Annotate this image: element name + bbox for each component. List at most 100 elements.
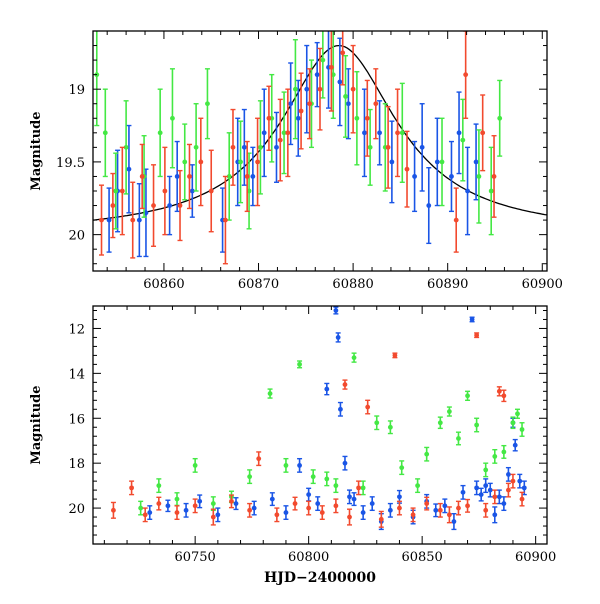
data-point (354, 115, 360, 121)
data-point (247, 507, 253, 513)
data-point (446, 512, 452, 518)
y-tick-label: 19 (68, 83, 85, 98)
data-point (162, 188, 168, 194)
data-point (385, 144, 391, 150)
x-tick-label: 60800 (288, 550, 329, 565)
data-point (283, 463, 289, 468)
data-point (456, 505, 461, 511)
data-point (333, 503, 339, 509)
data-point (167, 203, 173, 208)
data-point (210, 514, 216, 520)
data-point (365, 404, 371, 410)
x-tick-label: 60850 (401, 550, 442, 565)
data-point (314, 72, 320, 78)
data-point (274, 512, 280, 518)
data-point (446, 409, 452, 414)
data-point (342, 460, 348, 466)
data-point (142, 512, 148, 518)
data-point (362, 130, 367, 136)
data-point (474, 332, 480, 338)
data-point (306, 492, 312, 498)
data-point (488, 188, 494, 194)
data-point (113, 188, 119, 194)
data-point (285, 130, 291, 136)
data-point (269, 496, 275, 502)
bottom-panel: 60750 60800 60850 60900 12 14 16 18 20 Magnitude H… (29, 305, 556, 586)
data-point (333, 308, 339, 313)
data-point (512, 442, 518, 448)
y-tick-label: 18 (68, 457, 85, 472)
y-tick-label: 20 (68, 502, 85, 517)
data-point (343, 94, 348, 99)
data-point (126, 166, 132, 172)
data-point (387, 507, 393, 513)
data-point (333, 483, 339, 489)
data-point (123, 144, 129, 150)
series-blue (106, 31, 479, 258)
data-point (351, 355, 357, 361)
data-point (297, 463, 302, 468)
data-point (256, 456, 262, 462)
data-point (328, 64, 334, 70)
data-point (99, 217, 104, 223)
data-point (492, 494, 498, 500)
data-point (412, 174, 417, 179)
data-point (274, 144, 279, 150)
data-point (324, 386, 330, 392)
data-point (392, 352, 398, 358)
data-point (258, 144, 263, 150)
data-point (506, 471, 511, 477)
data-point (480, 130, 486, 136)
data-point (297, 361, 302, 367)
data-point (233, 501, 239, 506)
data-point (244, 174, 250, 179)
data-point (469, 317, 475, 322)
data-point (261, 130, 267, 136)
y-axis-label: Magnitude (29, 385, 44, 464)
x-tick-label: 60890 (427, 277, 468, 292)
data-point (433, 507, 439, 513)
data-point (151, 203, 156, 208)
y-tick-label: 16 (68, 412, 85, 427)
data-point (238, 159, 243, 165)
data-point (434, 159, 440, 165)
data-point (456, 436, 461, 441)
data-point (315, 501, 321, 506)
data-point (364, 115, 370, 121)
data-point (399, 465, 405, 471)
data-point (404, 166, 410, 172)
data-point (187, 174, 192, 179)
top-panel: 60860 60870 60880 60890 60900 19 19.5 20 Magnitu… (29, 30, 563, 292)
data-point (324, 476, 330, 482)
data-point (360, 510, 366, 515)
data-point (241, 144, 247, 150)
data-point (174, 510, 180, 515)
x-tick-label: 60880 (332, 277, 373, 292)
plot-frame (92, 305, 548, 545)
y-axis-label: Magnitude (29, 111, 44, 190)
data-point (198, 159, 204, 165)
data-point (317, 86, 323, 92)
data-point (226, 174, 232, 179)
data-point (251, 505, 257, 511)
data-point (147, 510, 153, 515)
series-red (99, 31, 497, 265)
data-point (517, 478, 523, 484)
data-point (476, 174, 482, 179)
data-point (465, 393, 470, 399)
y-tick-label: 20 (68, 229, 85, 244)
data-point (250, 174, 256, 179)
data-point (229, 498, 234, 504)
data-point (230, 144, 236, 150)
data-point (378, 516, 384, 522)
data-point (197, 498, 203, 504)
data-point (306, 505, 312, 511)
data-point (437, 507, 443, 513)
data-point (521, 485, 527, 491)
data-point (492, 454, 498, 459)
data-point (496, 494, 502, 500)
data-point (439, 159, 445, 165)
series-green (138, 352, 525, 516)
